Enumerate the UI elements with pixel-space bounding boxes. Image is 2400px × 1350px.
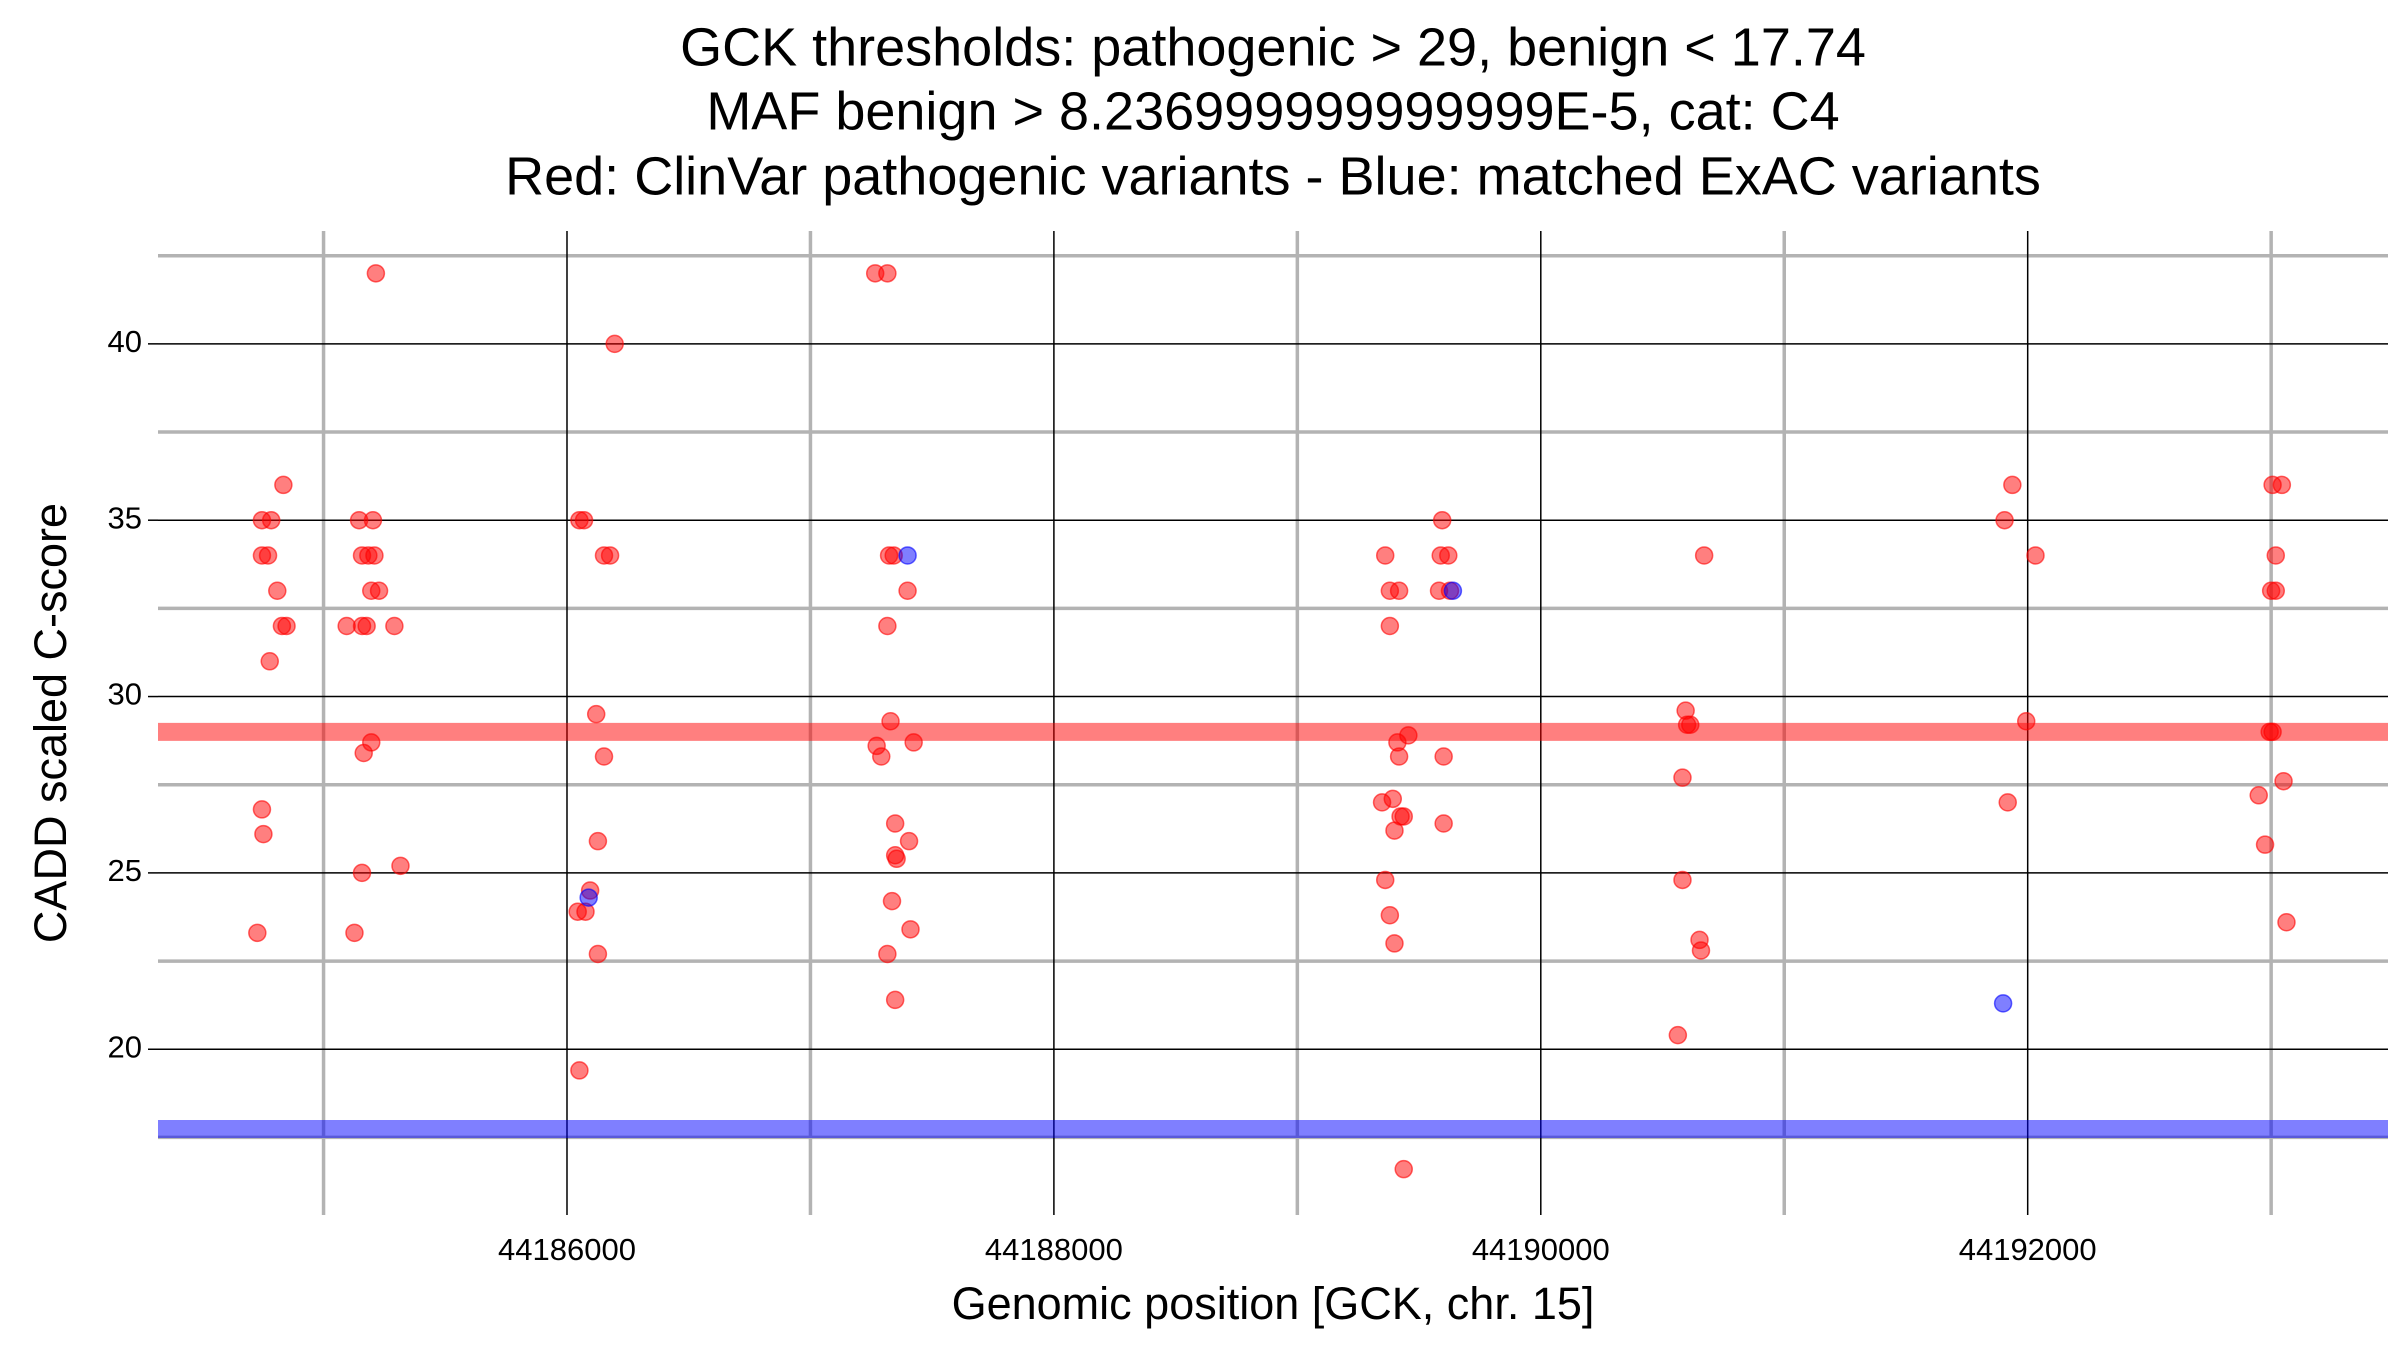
data-point [352, 863, 372, 883]
data-point [887, 849, 906, 869]
data-point [2277, 913, 2296, 932]
data-point [579, 888, 598, 907]
data-point [1995, 510, 2014, 530]
data-point [369, 581, 389, 600]
data-point [248, 923, 267, 943]
data-point [898, 581, 917, 600]
y-tick-label: 35 [108, 500, 142, 535]
data-point [1439, 546, 1458, 565]
x-tick-label: 44188000 [985, 1232, 1123, 1267]
data-point [1694, 546, 1714, 565]
data-point [354, 743, 373, 763]
data-point [391, 856, 410, 876]
data-point [337, 616, 356, 636]
data-point [1998, 793, 2017, 812]
y-tick-label: 40 [108, 324, 142, 359]
data-point [600, 546, 620, 565]
y-tick-label: 25 [108, 853, 142, 888]
data-point [2026, 546, 2045, 565]
data-point [1385, 934, 1404, 953]
data-point [1993, 994, 2013, 1013]
data-point [365, 546, 384, 565]
x-tick-label: 44190000 [1472, 1232, 1610, 1267]
data-point [872, 747, 891, 766]
data-point [1383, 789, 1403, 809]
data-point [899, 831, 919, 851]
data-point [385, 616, 404, 636]
data-point [878, 616, 897, 636]
data-point [254, 824, 273, 844]
data-point [885, 990, 905, 1010]
data-point [268, 581, 287, 600]
data-point [258, 546, 278, 565]
data-point [1673, 768, 1692, 787]
data-point [277, 616, 296, 636]
data-point [366, 264, 386, 283]
data-point [605, 334, 624, 354]
x-axis-label: Genomic position [GCK, chr. 15] [952, 1278, 1595, 1329]
data-point [1389, 747, 1409, 766]
data-point [1375, 546, 1395, 565]
data-point [904, 733, 923, 752]
data-point [1434, 747, 1453, 766]
data-point [1389, 581, 1409, 600]
data-point [1394, 807, 1413, 826]
data-point [274, 475, 293, 495]
data-point [252, 800, 272, 819]
data-point [1681, 715, 1700, 735]
chart-subtitle: MAF benign > 8.236999999999999E-5, cat: … [706, 81, 1839, 141]
data-point [885, 814, 905, 833]
data-point [2266, 581, 2286, 600]
data-point [586, 704, 606, 724]
data-point [2266, 546, 2286, 565]
data-point [898, 546, 917, 565]
data-point [1443, 581, 1463, 600]
data-point [2263, 722, 2282, 742]
y-tick-label: 20 [108, 1029, 142, 1064]
x-tick-label: 44192000 [1959, 1232, 2097, 1267]
data-point [345, 923, 364, 943]
chart-subtitle: Red: ClinVar pathogenic variants - Blue:… [505, 146, 2041, 206]
data-point [2255, 835, 2275, 854]
data-point [1375, 870, 1395, 890]
data-point [1673, 870, 1692, 890]
data-point [1434, 814, 1453, 833]
data-point [357, 616, 376, 636]
data-point [363, 510, 383, 530]
data-point [878, 264, 897, 283]
data-point [1432, 510, 1452, 530]
data-point [1668, 1025, 1688, 1045]
data-point [1380, 616, 1400, 636]
data-point [2016, 711, 2036, 731]
x-tick-label: 44186000 [498, 1232, 636, 1267]
data-point [261, 510, 281, 530]
data-point [1691, 941, 1711, 960]
data-point [1380, 905, 1400, 925]
data-point [594, 747, 614, 766]
chart-title: GCK thresholds: pathogenic > 29, benign … [680, 17, 1866, 77]
data-point [878, 944, 897, 964]
data-point [882, 891, 902, 911]
data-point [260, 652, 279, 671]
data-point [588, 944, 608, 964]
data-point [881, 711, 900, 731]
data-point [2249, 786, 2268, 805]
data-point [574, 510, 594, 530]
data-point [1394, 1159, 1413, 1179]
data-point [588, 831, 608, 851]
data-point [1385, 821, 1404, 840]
data-point [901, 920, 920, 939]
data-point [2003, 475, 2022, 495]
data-point [570, 1061, 589, 1080]
data-point [2272, 475, 2292, 495]
y-axis-label: CADD scaled C-score [25, 503, 76, 943]
data-point [2274, 771, 2293, 791]
y-tick-label: 30 [108, 677, 142, 712]
